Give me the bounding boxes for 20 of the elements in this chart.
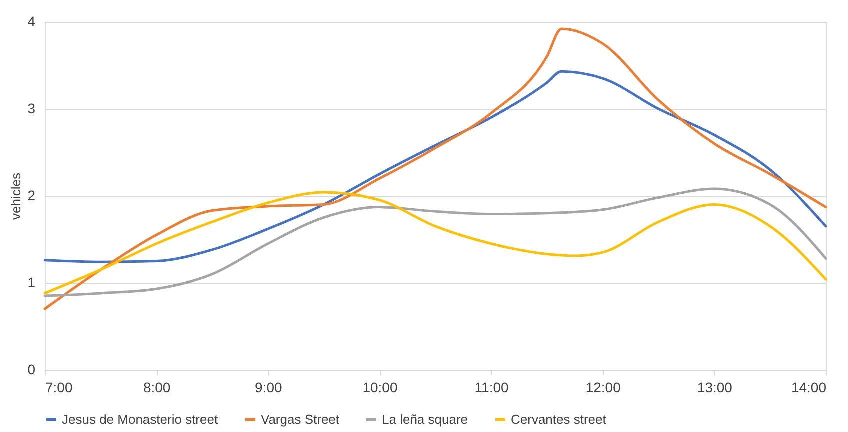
x-tick-label: 12:00 <box>586 380 622 396</box>
x-tick-label: 10:00 <box>362 380 398 396</box>
line-series <box>44 70 828 264</box>
x-tick-label: 7:00 <box>46 380 73 396</box>
x-tick-label: 11:00 <box>474 380 509 396</box>
x-tick-label: 8:00 <box>143 380 171 396</box>
x-tick-label: 9:00 <box>255 380 282 396</box>
legend-label: Cervantes street <box>511 412 607 427</box>
x-tick-label: 14:00 <box>791 380 827 396</box>
line-series <box>44 28 828 310</box>
y-tick-label: 1 <box>28 274 36 290</box>
legend-label: Jesus de Monasterio street <box>62 412 218 427</box>
x-tick-label: 13:00 <box>697 380 733 396</box>
y-tick-label: 0 <box>28 362 36 378</box>
y-tick-label: 3 <box>28 100 36 116</box>
y-tick-label: 4 <box>28 14 36 30</box>
y-tick-label: 2 <box>28 188 36 204</box>
legend-label: La leña square <box>382 412 468 427</box>
legend-label: Vargas Street <box>261 412 340 427</box>
y-axis-title: vehicles <box>8 172 24 220</box>
